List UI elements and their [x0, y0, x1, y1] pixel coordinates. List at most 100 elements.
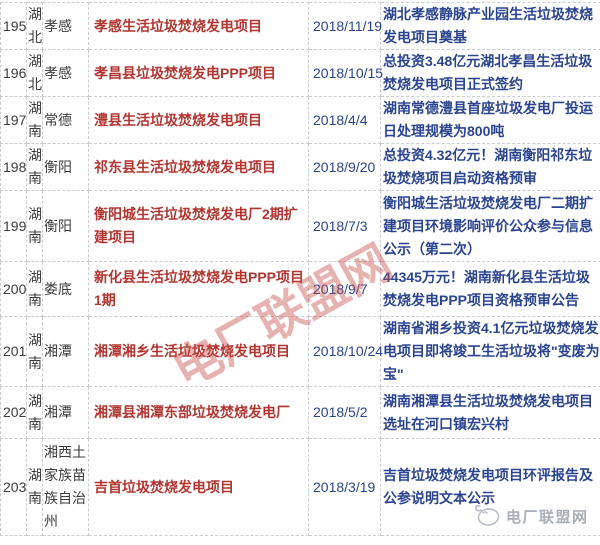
- project-name-cell: 祁东县生活垃圾焚烧发电项目: [88, 143, 309, 191]
- province-label: 湖南: [28, 269, 42, 308]
- description-text: 44345万元！湖南新化县生活垃圾焚烧发电PPP项目资格预审公告: [383, 269, 590, 308]
- row-number: 201: [3, 343, 27, 359]
- project-name: 湘潭湘乡生活垃圾焚烧发电项目: [94, 343, 290, 359]
- row-number: 199: [3, 217, 27, 234]
- description-text: 衡阳城生活垃圾焚烧发电厂二期扩建项目环境影响评价公众参与信息公示（第二次）: [383, 194, 593, 257]
- table-row: 198 湖南 衡阳 祁东县生活垃圾焚烧发电项目 2018/9/20 总投资4.3…: [0, 143, 600, 191]
- row-number-cell: 196: [0, 49, 27, 97]
- province-cell: 湖北: [26, 49, 43, 97]
- row-number-cell: 201: [0, 316, 27, 387]
- project-name: 孝感生活垃圾焚烧发电项目: [94, 17, 262, 34]
- row-number: 196: [3, 64, 27, 81]
- province-cell: 湖南: [26, 438, 43, 536]
- city-cell: 常德: [42, 96, 89, 144]
- table-row: 197 湖南 常德 澧县生活垃圾焚烧发电项目 2018/4/4 湖南常德澧县首座…: [0, 96, 600, 144]
- city-cell: 衡阳: [42, 190, 89, 262]
- province-label: 湖北: [28, 6, 42, 45]
- project-name: 吉首垃圾焚烧发电项目: [94, 478, 234, 495]
- project-name-cell: 澧县生活垃圾焚烧发电项目: [88, 96, 309, 144]
- table-row: 195 湖北 孝感 孝感生活垃圾焚烧发电项目 2018/11/19 湖北孝感静脉…: [0, 2, 600, 50]
- row-number-cell: 200: [0, 261, 27, 317]
- city-label: 湘潭: [44, 404, 72, 420]
- table-row: 200 湖南 娄底 新化县生活垃圾焚烧发电PPP项目1期 2018/9/7 44…: [0, 261, 600, 317]
- province-label: 湖南: [28, 467, 42, 506]
- province-cell: 湖南: [26, 261, 43, 317]
- project-name-cell: 孝昌县垃圾焚烧发电PPP项目: [88, 49, 309, 97]
- city-cell: 娄底: [42, 261, 89, 317]
- description-text: 湖南常德澧县首座垃圾发电厂投运日处理规模为800吨: [383, 100, 593, 139]
- date-cell: 2018/7/3: [308, 190, 381, 262]
- row-number: 200: [3, 280, 27, 297]
- province-label: 湖南: [28, 331, 42, 371]
- table-row: 199 湖南 衡阳 衡阳城生活垃圾焚烧发电厂2期扩建项目 2018/7/3 衡阳…: [0, 190, 600, 262]
- province-label: 湖南: [28, 392, 42, 432]
- city-cell: 湘潭: [42, 386, 89, 439]
- row-number-cell: 202: [0, 386, 27, 439]
- table-row: 201 湖南 湘潭 湘潭湘乡生活垃圾焚烧发电项目 2018/10/24 湖南省湘…: [0, 316, 600, 387]
- city-label: 孝感: [44, 17, 72, 34]
- city-cell: 孝感: [42, 49, 89, 97]
- province-cell: 湖南: [26, 316, 43, 387]
- project-name: 湘潭县湘潭东部垃圾焚烧发电厂: [94, 404, 290, 420]
- date-cell: 2018/9/20: [308, 143, 381, 191]
- row-number: 195: [3, 17, 27, 34]
- project-name-cell: 湘潭湘乡生活垃圾焚烧发电项目: [88, 316, 309, 387]
- description-text: 总投资4.32亿元！湖南衡阳祁东垃圾焚烧项目启动资格预审: [383, 147, 593, 186]
- date-cell: 2018/4/4: [308, 96, 381, 144]
- projects-table: 195 湖北 孝感 孝感生活垃圾焚烧发电项目 2018/11/19 湖北孝感静脉…: [0, 2, 600, 536]
- province-cell: 湖南: [26, 190, 43, 262]
- city-label: 衡阳: [44, 217, 72, 234]
- date-cell: 2018/9/7: [308, 261, 381, 317]
- description-text: 总投资3.48亿元湖北孝昌生活垃圾焚烧发电项目正式签约: [383, 53, 593, 92]
- city-label: 娄底: [44, 280, 72, 297]
- description-text: 湖南湘潭县生活垃圾焚烧发电项目选址在河口镇宏兴村: [383, 392, 593, 432]
- project-name-cell: 新化县生活垃圾焚烧发电PPP项目1期: [88, 261, 309, 317]
- city-label: 湘潭: [44, 343, 72, 359]
- city-label: 孝感: [44, 64, 72, 81]
- doodle-circle-icon: [472, 499, 504, 534]
- site-stamp-text: 电厂联盟网: [506, 509, 589, 526]
- description-cell: 总投资3.48亿元湖北孝昌生活垃圾焚烧发电项目正式签约: [380, 49, 600, 97]
- description-cell: 衡阳城生活垃圾焚烧发电厂二期扩建项目环境影响评价公众参与信息公示（第二次）: [380, 190, 600, 262]
- description-cell: 总投资4.32亿元！湖南衡阳祁东垃圾焚烧项目启动资格预审: [380, 143, 600, 191]
- project-name: 衡阳城生活垃圾焚烧发电厂2期扩建项目: [94, 206, 298, 245]
- province-label: 湖北: [28, 53, 42, 92]
- description-cell: 吉首垃圾焚烧发电项目环评报告及公参说明文本公示: [380, 438, 600, 536]
- city-cell: 孝感: [42, 2, 89, 50]
- date-cell: 2018/10/24: [308, 316, 384, 387]
- table-row: 196 湖北 孝感 孝昌县垃圾焚烧发电PPP项目 2018/10/15 总投资3…: [0, 49, 600, 97]
- city-label: 衡阳: [44, 158, 72, 175]
- project-name-cell: 孝感生活垃圾焚烧发电项目: [88, 2, 309, 50]
- city-label: 湘西土家族苗族自治州: [44, 444, 86, 529]
- description-cell: 44345万元！湖南新化县生活垃圾焚烧发电PPP项目资格预审公告: [380, 261, 600, 317]
- table-row: 202 湖南 湘潭 湘潭县湘潭东部垃圾焚烧发电厂 2018/5/2 湖南湘潭县生…: [0, 386, 600, 439]
- description-cell: 湖南湘潭县生活垃圾焚烧发电项目选址在河口镇宏兴村: [380, 386, 600, 439]
- province-cell: 湖北: [26, 2, 43, 50]
- date-cell: 2018/10/15: [308, 49, 384, 97]
- row-number: 203: [3, 478, 27, 495]
- row-number-cell: 197: [0, 96, 27, 144]
- project-name-cell: 吉首垃圾焚烧发电项目: [88, 438, 309, 536]
- province-cell: 湖南: [26, 96, 43, 144]
- city-cell: 湘西土家族苗族自治州: [42, 438, 89, 536]
- row-number-cell: 198: [0, 143, 27, 191]
- project-name: 新化县生活垃圾焚烧发电PPP项目1期: [94, 269, 305, 308]
- date-value: 2018/10/24: [313, 343, 384, 359]
- province-label: 湖南: [28, 147, 42, 186]
- description-cell: 湖南省湘乡投资4.1亿元垃圾焚烧发电项目即将竣工生活垃圾将"变废为宝": [380, 316, 600, 387]
- row-number: 197: [3, 111, 27, 128]
- table-row: 203 湖南 湘西土家族苗族自治州 吉首垃圾焚烧发电项目 2018/3/19 吉…: [0, 438, 600, 536]
- description-text: 吉首垃圾焚烧发电项目环评报告及公参说明文本公示: [383, 467, 593, 506]
- description-text: 湖北孝感静脉产业园生活垃圾焚烧发电项目奠基: [383, 6, 593, 45]
- date-value: 2018/11/19: [313, 17, 383, 34]
- row-number: 198: [3, 158, 27, 175]
- date-value: 2018/10/15: [313, 64, 384, 81]
- date-value: 2018/4/4: [313, 111, 368, 128]
- city-cell: 衡阳: [42, 143, 89, 191]
- date-cell: 2018/3/19: [308, 438, 381, 536]
- project-name: 澧县生活垃圾焚烧发电项目: [94, 111, 262, 128]
- date-value: 2018/5/2: [313, 404, 368, 420]
- date-value: 2018/9/20: [313, 158, 376, 175]
- date-value: 2018/7/3: [313, 217, 368, 234]
